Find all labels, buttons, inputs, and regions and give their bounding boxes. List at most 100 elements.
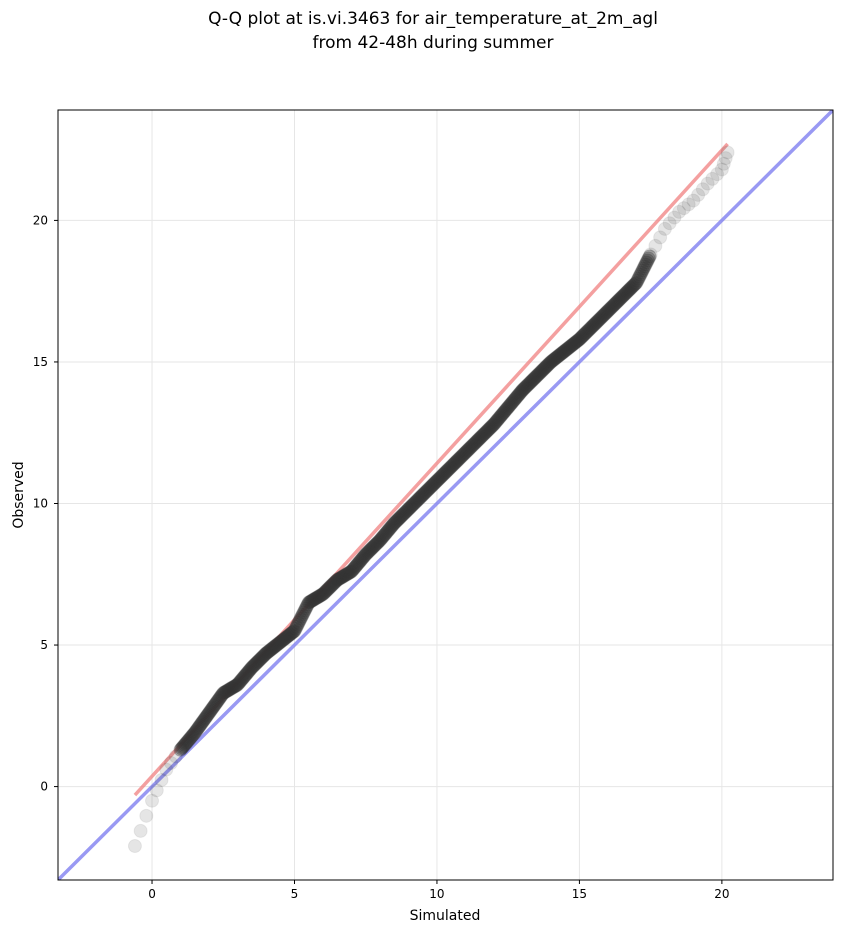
data-point <box>616 288 631 303</box>
data-point <box>607 297 622 312</box>
data-point <box>175 740 190 755</box>
data-point <box>205 701 220 716</box>
data-point <box>619 285 634 300</box>
data-point <box>269 638 284 653</box>
data-point <box>208 697 223 712</box>
data-point <box>278 631 293 646</box>
data-point <box>686 193 701 208</box>
data-point <box>370 535 385 550</box>
data-point <box>384 519 399 534</box>
data-point <box>243 661 258 676</box>
data-point <box>539 358 554 373</box>
data-point <box>471 432 486 447</box>
data-point <box>518 380 533 395</box>
data-point <box>601 302 616 317</box>
data-point <box>590 314 605 329</box>
data-point <box>173 742 188 757</box>
plot-area <box>58 110 833 880</box>
data-point <box>194 715 209 730</box>
data-point <box>193 717 208 732</box>
data-point <box>377 528 392 543</box>
data-point <box>416 486 431 501</box>
data-point <box>336 569 351 584</box>
data-point <box>188 724 203 739</box>
data-point <box>623 281 638 296</box>
data-point <box>551 349 566 364</box>
data-point <box>283 627 298 642</box>
data-point <box>593 311 608 326</box>
data-point <box>405 498 420 513</box>
data-point <box>261 644 276 659</box>
data-point <box>496 406 511 421</box>
data-point <box>558 343 573 358</box>
data-point <box>489 413 504 428</box>
data-point <box>387 516 402 531</box>
data-point <box>691 187 706 202</box>
data-point <box>487 416 502 431</box>
data-point <box>448 455 463 470</box>
data-point <box>571 333 586 348</box>
data-point <box>473 430 488 445</box>
data-point <box>584 320 599 335</box>
data-point <box>354 552 369 567</box>
data-point <box>527 371 542 386</box>
data-point <box>280 629 295 644</box>
data-point <box>581 323 596 338</box>
plot-frame <box>57 109 834 881</box>
data-point <box>716 156 731 171</box>
data-point <box>260 645 275 660</box>
data-point <box>556 345 571 360</box>
data-point <box>507 392 522 407</box>
data-point <box>624 280 639 295</box>
data-point <box>718 151 733 166</box>
data-point <box>596 308 611 323</box>
data-point <box>705 171 720 186</box>
data-point <box>498 403 513 418</box>
data-point <box>306 592 321 607</box>
data-point <box>379 526 394 541</box>
data-point <box>287 623 302 638</box>
x-tick-label: 5 <box>291 887 299 901</box>
data-point <box>464 439 479 454</box>
data-point <box>582 322 597 337</box>
data-point <box>638 257 653 272</box>
data-point <box>538 360 553 375</box>
data-point <box>444 459 459 474</box>
data-point <box>510 389 525 404</box>
data-point <box>462 441 477 456</box>
data-point <box>231 676 246 691</box>
data-point <box>586 318 601 333</box>
data-point <box>568 335 583 350</box>
data-point <box>299 599 314 614</box>
data-point <box>254 650 269 665</box>
data-point <box>662 216 677 231</box>
data-point <box>621 283 636 298</box>
data-point <box>399 504 414 519</box>
data-point <box>456 447 471 462</box>
data-point <box>364 541 379 556</box>
data-point <box>189 722 204 737</box>
data-point <box>332 571 347 586</box>
y-axis-label: Observed <box>11 461 27 528</box>
data-point <box>515 383 530 398</box>
data-point <box>275 633 290 648</box>
data-point <box>353 553 368 568</box>
data-point <box>710 167 725 182</box>
data-point <box>338 568 353 583</box>
data-point <box>420 482 435 497</box>
data-point <box>569 334 584 349</box>
data-point <box>516 382 531 397</box>
data-point <box>566 337 581 352</box>
data-point <box>203 704 218 719</box>
data-point <box>330 572 345 587</box>
data-point <box>398 505 413 520</box>
data-point <box>447 456 462 471</box>
data-point <box>426 476 441 491</box>
data-point <box>411 492 426 507</box>
data-point <box>164 755 179 770</box>
data-point <box>648 238 663 253</box>
data-point <box>295 607 310 622</box>
data-point <box>579 325 594 340</box>
data-point <box>389 514 404 529</box>
data-point <box>509 390 524 405</box>
